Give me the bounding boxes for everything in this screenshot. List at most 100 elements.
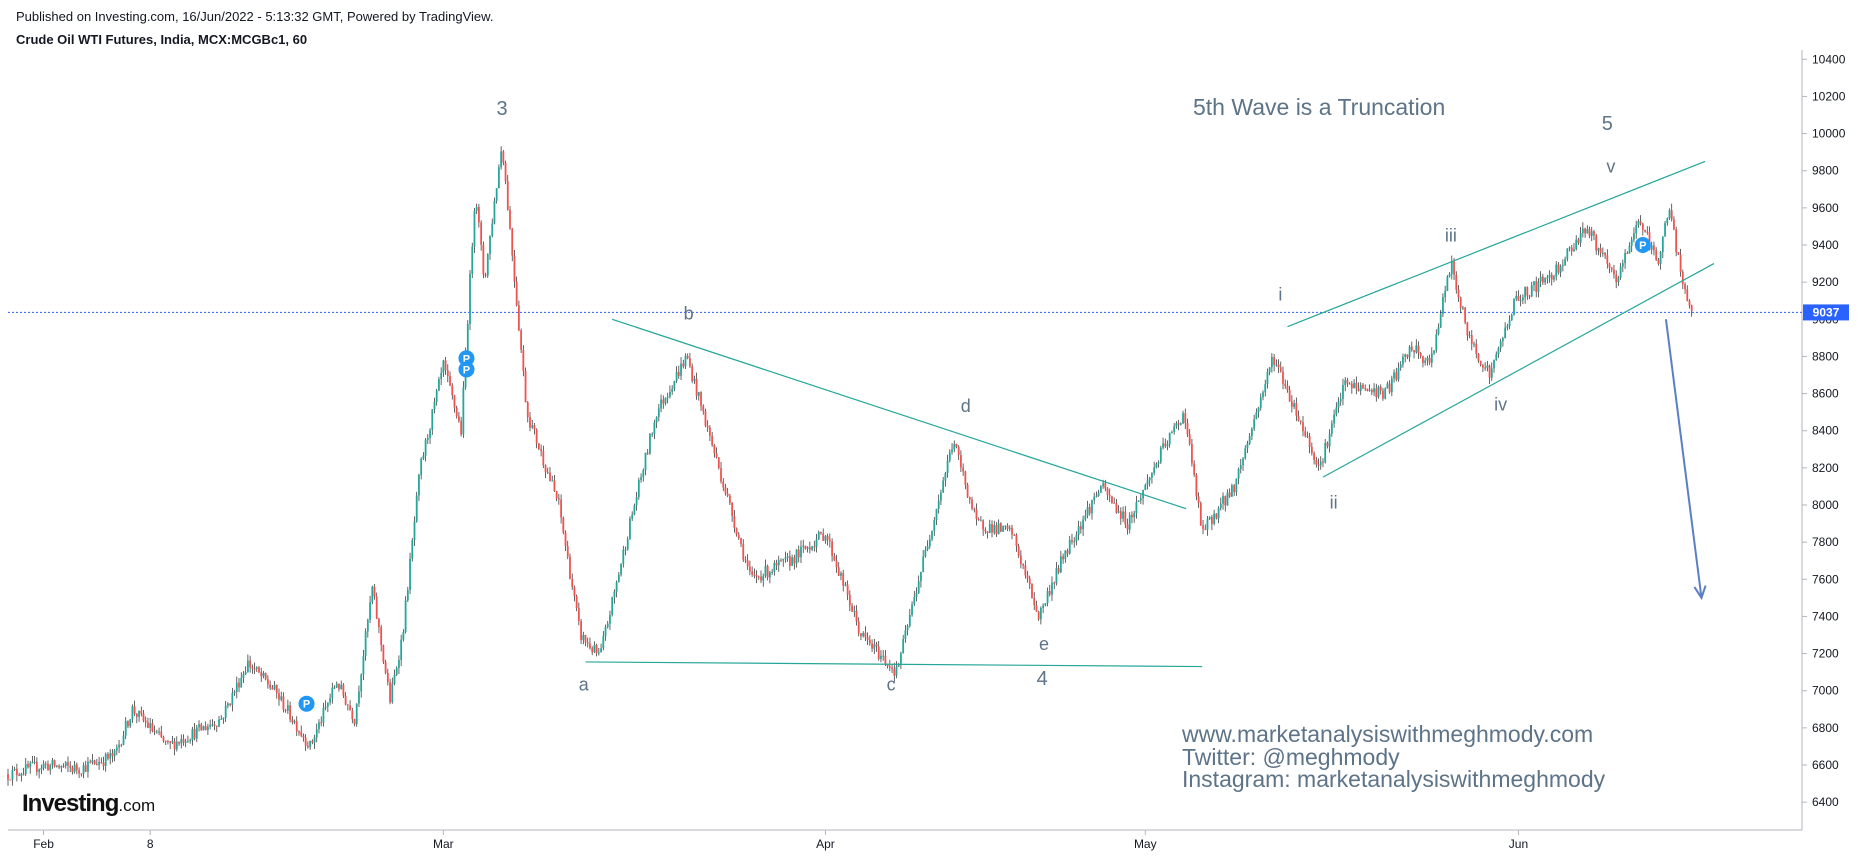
candle-body <box>373 586 376 597</box>
candle-body <box>513 255 516 282</box>
candle-body <box>1310 446 1313 454</box>
marker-label: P <box>1639 240 1646 252</box>
candle-body <box>673 380 676 389</box>
watermark-twitter: Twitter: @meghmody <box>1182 744 1400 770</box>
candle-body <box>831 541 833 557</box>
candle-body <box>380 627 383 646</box>
candle-body <box>1239 464 1242 470</box>
candle-body <box>1104 483 1107 489</box>
y-tick-label: 8600 <box>1812 387 1839 401</box>
candle-body <box>1233 485 1236 493</box>
candle-body <box>1541 276 1544 283</box>
candle-body <box>917 581 920 594</box>
candle-body <box>771 571 774 573</box>
candle-body <box>942 480 945 493</box>
candle-body <box>75 764 78 771</box>
candle-body <box>1348 383 1351 385</box>
candle-body <box>1162 443 1164 448</box>
candle-body <box>806 547 809 549</box>
candle-body <box>382 645 385 663</box>
candle-body <box>1588 229 1591 236</box>
candle-body <box>1179 423 1182 425</box>
candle-body <box>957 446 960 456</box>
candle-body <box>848 594 851 606</box>
logo-main: Investing <box>22 790 119 817</box>
candle-body <box>342 684 345 696</box>
trendline <box>1322 263 1715 478</box>
candle-body <box>1373 388 1375 393</box>
candle-body <box>1424 360 1427 363</box>
candle-body <box>1675 229 1678 253</box>
candle-body <box>1324 442 1327 463</box>
candle-body <box>1430 353 1433 363</box>
candle-body <box>971 499 973 509</box>
candle-body <box>215 725 218 727</box>
candle-body <box>1573 249 1575 252</box>
candle-body <box>151 723 154 732</box>
candle-body <box>868 639 871 644</box>
candle-body <box>844 584 847 586</box>
candle-body <box>1495 354 1498 360</box>
candle-body <box>1499 341 1502 349</box>
candle-body <box>402 631 405 640</box>
candle-body <box>522 349 525 372</box>
symbol-title: Crude Oil WTI Futures, India, MCX:MCGBc1… <box>16 32 308 47</box>
candle-body <box>1408 346 1411 358</box>
candle-body <box>711 435 714 446</box>
candle-body <box>788 556 791 566</box>
candle-body <box>895 666 898 676</box>
candle-body <box>968 497 971 500</box>
candle-body <box>1284 383 1287 386</box>
candle-body <box>913 597 916 605</box>
candle-body <box>331 687 334 699</box>
candle-body <box>89 761 92 763</box>
candle-body <box>1690 305 1693 312</box>
candle-body <box>33 761 36 763</box>
candle-body <box>1524 286 1527 298</box>
candle-body <box>706 425 709 428</box>
published-info: Published on Investing.com, 16/Jun/2022 … <box>16 9 494 24</box>
candle-body <box>817 531 820 540</box>
candle-body <box>400 639 403 661</box>
candle-body <box>1219 503 1222 509</box>
candle-body <box>60 765 63 768</box>
candle-body <box>1355 382 1358 389</box>
candle-body <box>227 703 229 706</box>
x-tick-label: 8 <box>147 837 154 851</box>
candle-body <box>882 655 885 657</box>
candle-body <box>1641 223 1644 230</box>
trendlines <box>585 160 1715 668</box>
candle-body <box>1479 360 1482 365</box>
candle-body <box>617 574 620 583</box>
candle-body <box>231 692 234 705</box>
candle-body <box>609 614 611 624</box>
candlesticks <box>7 146 1693 786</box>
candle-body <box>1151 472 1153 478</box>
marker-label: P <box>463 364 470 376</box>
candle-body <box>131 706 134 720</box>
y-tick-label: 6600 <box>1812 758 1839 772</box>
candle-body <box>1042 605 1045 608</box>
candle-body <box>1051 582 1053 595</box>
candle-body <box>1359 384 1362 392</box>
candle-body <box>1224 496 1227 506</box>
candle-body <box>109 753 112 759</box>
candle-body <box>393 674 396 684</box>
candle-body <box>1082 519 1084 530</box>
candle-body <box>1333 414 1335 424</box>
candle-body <box>1453 261 1455 275</box>
candle-body <box>615 582 618 592</box>
candle-body <box>1102 483 1104 487</box>
candle-body <box>353 719 356 725</box>
candle-body <box>1175 423 1178 427</box>
candle-body <box>540 449 542 452</box>
candle-body <box>1413 350 1415 353</box>
candle-body <box>184 741 187 743</box>
candle-body <box>222 717 225 719</box>
candle-body <box>686 355 689 359</box>
candle-body <box>486 253 489 276</box>
candle-body <box>1590 231 1593 236</box>
candle-body <box>993 525 996 533</box>
candle-body <box>1459 297 1462 309</box>
